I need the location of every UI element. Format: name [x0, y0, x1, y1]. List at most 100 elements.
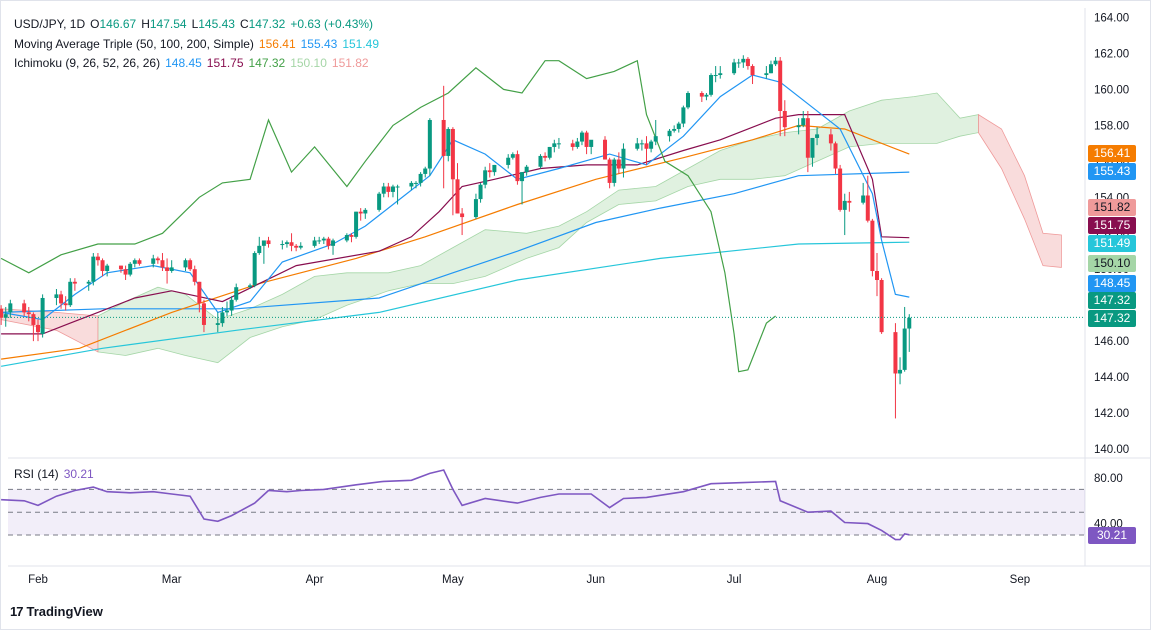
candle-body [838, 168, 843, 210]
time-tick-label: Feb [28, 574, 48, 586]
candle-body [741, 58, 746, 63]
candle-body [26, 312, 31, 315]
candle-body [414, 182, 419, 184]
candle-body [681, 107, 686, 124]
tradingview-logo-icon: 17 [10, 604, 24, 619]
candle-body [713, 75, 718, 77]
candle-body [492, 164, 497, 173]
candle-body [842, 200, 847, 210]
candle-body [612, 159, 617, 183]
tradingview-branding[interactable]: 17 TradingView [10, 604, 103, 619]
candle-body [902, 328, 907, 370]
candle-body [875, 271, 879, 280]
candle-body [8, 303, 13, 313]
high-value: 147.54 [149, 17, 187, 31]
candle-body [796, 125, 801, 128]
candle-body [266, 240, 271, 245]
candle-body [768, 64, 773, 74]
candle-body [460, 213, 465, 218]
candle-body [547, 146, 552, 158]
rsi-line [1, 469, 910, 541]
lagging-span-line [0, 59, 776, 373]
ma200-line [0, 241, 910, 367]
candle-body [72, 281, 77, 284]
candle-body [321, 238, 326, 241]
candle-body [520, 172, 525, 182]
candle-body [584, 132, 589, 147]
candle-body [801, 118, 806, 126]
price-tick-label: 162.00 [1094, 48, 1129, 60]
candle-body [556, 143, 561, 145]
candle-body [326, 238, 331, 246]
ichimoku-title: Ichimoku (9, 26, 52, 26, 26) [14, 56, 161, 70]
candle-body [22, 303, 27, 313]
candle-body [685, 93, 690, 108]
candle-body [229, 299, 234, 311]
price-tag: 148.45 [1088, 275, 1136, 292]
candle-body [893, 332, 898, 374]
candle-body [423, 168, 428, 174]
candle-body [649, 141, 654, 149]
price-tick-label: 140.00 [1094, 444, 1129, 456]
time-tick-label: Apr [306, 574, 324, 586]
lead1-value: 150.10 [290, 56, 327, 70]
candle-body [160, 260, 165, 268]
candle-body [745, 58, 750, 67]
close-label: C [239, 17, 249, 31]
candle-body [483, 170, 488, 185]
candle-body [418, 173, 423, 183]
candle-body [782, 110, 787, 128]
candle-body [201, 303, 206, 325]
candle-body [331, 240, 336, 246]
candle-body [248, 285, 253, 288]
candle-body [750, 66, 755, 76]
ma-legend[interactable]: Moving Average Triple (50, 100, 200, Sim… [14, 37, 384, 51]
price-tag: 147.32 [1088, 310, 1136, 327]
candle-body [132, 260, 137, 264]
candle-body [552, 143, 557, 147]
time-tick-label: Jul [727, 574, 742, 586]
price-tag: 151.75 [1088, 217, 1136, 234]
candle-body [865, 195, 870, 221]
candle-body [810, 137, 815, 158]
candle-body [54, 294, 59, 298]
candle-body [607, 159, 612, 183]
candle-body [280, 244, 285, 246]
candle-body [805, 118, 810, 158]
candle-body [653, 136, 658, 142]
candle-body [298, 245, 303, 248]
candle-body [63, 303, 68, 306]
candle-body [128, 263, 133, 275]
candle-body [197, 281, 202, 304]
candle-body [118, 265, 123, 270]
candle-body [95, 256, 100, 261]
candle-body [676, 123, 681, 129]
candle-body [317, 240, 322, 242]
candle-body [257, 245, 262, 254]
ichimoku-legend[interactable]: Ichimoku (9, 26, 52, 26, 26) 148.45 151.75… [14, 56, 374, 70]
candle-body [579, 132, 584, 142]
candle-body [123, 269, 128, 275]
candle-body [386, 186, 391, 192]
candle-body [473, 199, 478, 218]
candle-body [220, 312, 225, 324]
candle-body [165, 267, 170, 272]
candle-body [861, 195, 866, 203]
ma-title: Moving Average Triple (50, 100, 200, Sim… [14, 37, 254, 51]
candle-body [86, 281, 91, 284]
rsi-legend[interactable]: RSI (14) 30.21 [14, 467, 99, 481]
price-tick-label: 146.00 [1094, 336, 1129, 348]
candle-body [778, 60, 783, 111]
candle-body [603, 139, 608, 160]
time-tick-label: May [442, 574, 464, 586]
candle-body [169, 267, 174, 272]
candle-body [635, 143, 640, 149]
candle-body [59, 294, 64, 304]
candle-body [699, 93, 704, 97]
ma100-line [1, 171, 910, 313]
candle-body [450, 128, 455, 180]
candle-body [833, 143, 838, 169]
candle-body [36, 324, 40, 333]
open-label: O [90, 17, 100, 31]
